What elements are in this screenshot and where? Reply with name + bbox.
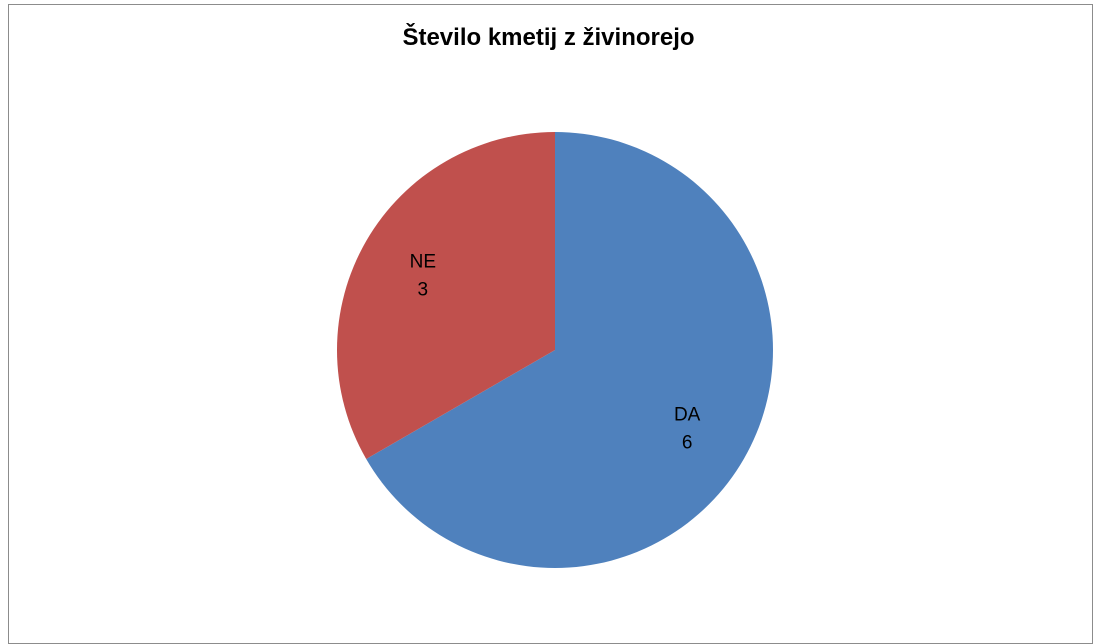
pie-slice-da <box>366 132 774 568</box>
pie-chart: DA 6 NE 3 <box>337 132 774 568</box>
pie-label-category-da: DA <box>674 404 701 425</box>
chart-title: Število kmetij z živinorejo <box>402 24 695 51</box>
pie-label-value-da: 6 <box>682 432 693 453</box>
pie-slices <box>337 132 774 568</box>
pie-slice-ne <box>337 132 555 459</box>
pie-label-value-ne: 3 <box>418 280 429 301</box>
pie-labels: DA 6 NE 3 <box>410 252 701 454</box>
pie-label-category-ne: NE <box>410 252 436 273</box>
